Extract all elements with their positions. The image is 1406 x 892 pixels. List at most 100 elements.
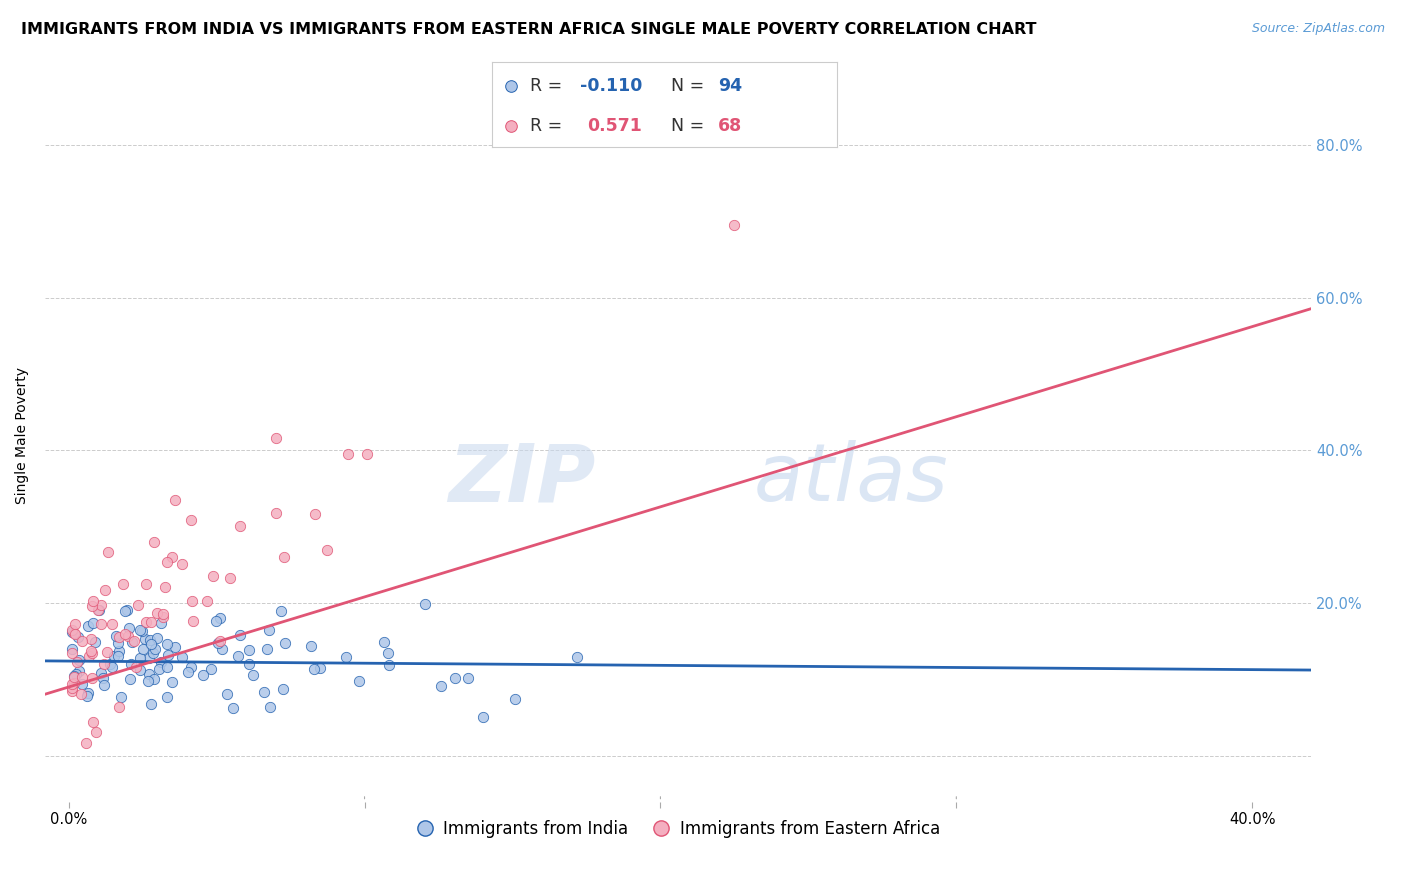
Point [93,678,115,692]
Point [90,666,112,681]
Point [60,624,83,638]
Point [242,667,264,681]
Point [191,667,214,681]
Point [129,663,152,677]
Point [377,658,399,673]
Point [229,518,252,533]
Point [471,710,494,724]
Point [128,651,150,665]
Point [136,674,159,689]
Point [94,582,117,597]
Point [65,666,87,681]
Point [70,633,93,648]
Point [63,669,86,683]
Point [80,646,103,660]
Point [131,624,153,638]
Point [150,655,173,669]
Point [146,632,169,646]
Text: -0.110: -0.110 [579,78,643,95]
Point [76,686,98,700]
Point [117,629,139,643]
Text: atlas: atlas [754,440,949,518]
Point [63,616,86,631]
Legend: Immigrants from India, Immigrants from Eastern Africa: Immigrants from India, Immigrants from E… [409,814,946,845]
Point [127,598,149,612]
Point [156,648,179,662]
Point [84,725,107,739]
Point [181,614,204,628]
Point [180,513,202,527]
Point [259,700,281,714]
Point [131,642,153,657]
Point [93,672,115,686]
Point [107,636,129,650]
Point [89,598,111,612]
Point [120,672,142,686]
Point [124,634,146,648]
Point [146,606,169,620]
Point [60,681,83,695]
Point [90,616,112,631]
Point [139,637,162,651]
Point [100,660,122,674]
Point [89,603,111,617]
Point [211,641,233,656]
Point [97,545,120,559]
Point [67,653,90,667]
Point [63,627,86,641]
Point [304,507,326,521]
Point [349,673,371,688]
Point [82,616,104,631]
Point [257,624,280,638]
Point [207,636,229,650]
Point [141,698,163,712]
Point [156,555,179,569]
Point [138,651,160,665]
Point [143,641,166,656]
Point [266,506,288,520]
Point [63,671,86,685]
Point [197,594,219,608]
Point [499,119,522,133]
Y-axis label: Single Male Poverty: Single Male Poverty [15,367,30,504]
Point [149,615,172,630]
Point [209,634,232,648]
Point [222,700,245,714]
Point [80,632,103,646]
Point [107,648,129,663]
Point [115,603,138,617]
Point [96,645,118,659]
Text: R =: R = [530,117,568,135]
Point [72,670,94,684]
Point [80,644,103,658]
Point [121,634,143,648]
Point [93,657,115,672]
Point [238,657,260,672]
Point [66,630,89,644]
Point [200,662,222,676]
Text: N =: N = [671,117,710,135]
Point [111,577,134,591]
Point [60,684,83,698]
Point [152,607,174,621]
Point [139,615,162,629]
Point [302,661,325,675]
Point [413,597,436,611]
Point [77,649,100,664]
Point [264,431,287,445]
Point [430,679,453,693]
Point [156,660,179,674]
Point [142,672,165,686]
Point [163,640,186,655]
Point [299,639,322,653]
Point [308,661,330,675]
Point [205,614,228,628]
Point [271,681,294,696]
Point [66,655,89,669]
Point [457,671,479,685]
Point [499,79,522,94]
Point [142,535,165,549]
Text: 0.571: 0.571 [586,117,641,135]
Point [153,580,176,594]
Point [152,610,174,624]
